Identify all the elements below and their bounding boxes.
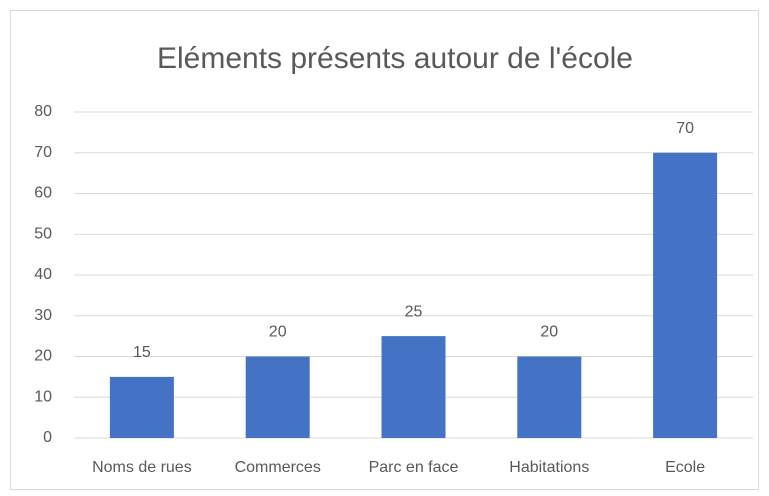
- x-tick-label: Commerces: [235, 459, 321, 476]
- y-tick-label: 40: [34, 266, 52, 283]
- y-tick-label: 50: [34, 225, 52, 242]
- y-tick-label: 10: [34, 388, 52, 405]
- bar: [109, 376, 174, 438]
- y-tick-label: 30: [34, 307, 52, 324]
- bar: [653, 152, 718, 438]
- y-tick-label: 0: [43, 429, 52, 446]
- data-label: 25: [405, 303, 423, 320]
- y-tick-label: 20: [34, 348, 52, 365]
- y-tick-label: 70: [34, 144, 52, 161]
- x-tick-label: Ecole: [665, 459, 705, 476]
- y-tick-label: 80: [34, 103, 52, 120]
- bar: [381, 336, 446, 438]
- bar: [517, 356, 582, 438]
- data-label: 70: [676, 120, 694, 137]
- data-label: 20: [540, 324, 558, 341]
- data-label: 20: [269, 324, 287, 341]
- x-tick-label: Habitations: [509, 459, 589, 476]
- x-tick-label: Noms de rues: [92, 459, 192, 476]
- data-label: 15: [133, 344, 151, 361]
- y-tick-label: 60: [34, 185, 52, 202]
- chart-title: Eléments présents autour de l'école: [157, 42, 633, 75]
- x-tick-label: Parc en face: [369, 459, 459, 476]
- bar: [245, 356, 310, 438]
